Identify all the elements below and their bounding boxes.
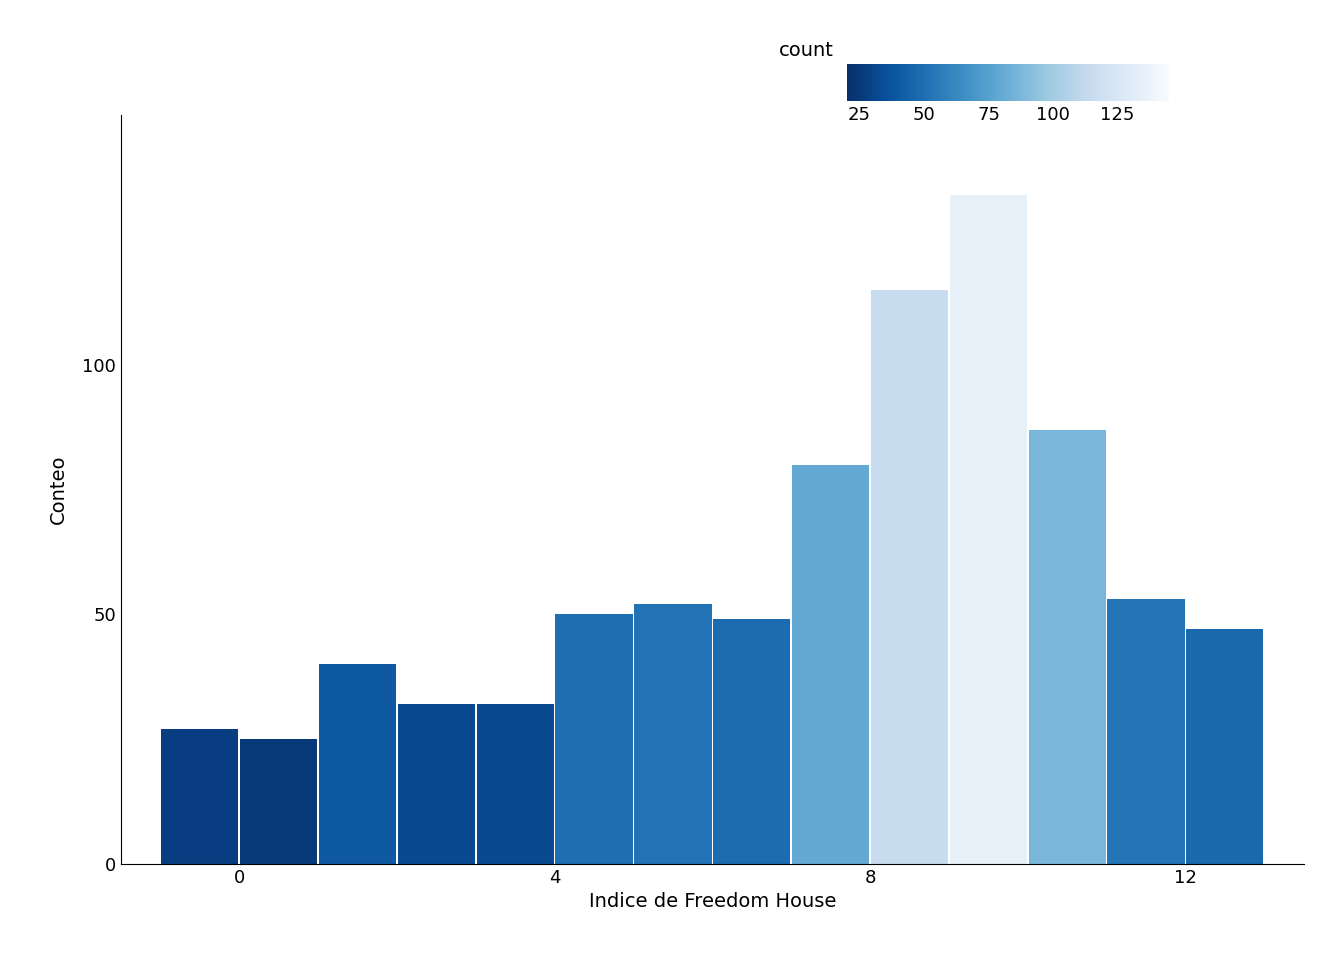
Bar <box>1187 630 1263 864</box>
Bar <box>1107 599 1184 864</box>
Y-axis label: Conteo: Conteo <box>50 455 69 524</box>
Text: count: count <box>778 40 833 60</box>
Bar <box>161 730 238 864</box>
Bar <box>477 705 554 864</box>
Bar <box>792 465 870 864</box>
X-axis label: Indice de Freedom House: Indice de Freedom House <box>589 893 836 911</box>
Bar <box>871 290 948 864</box>
Bar <box>950 195 1027 864</box>
Bar <box>241 739 317 864</box>
Bar <box>634 605 711 864</box>
Bar <box>555 614 633 864</box>
Bar <box>714 619 790 864</box>
Bar <box>398 705 474 864</box>
Bar <box>319 664 396 864</box>
Bar <box>1028 430 1106 864</box>
